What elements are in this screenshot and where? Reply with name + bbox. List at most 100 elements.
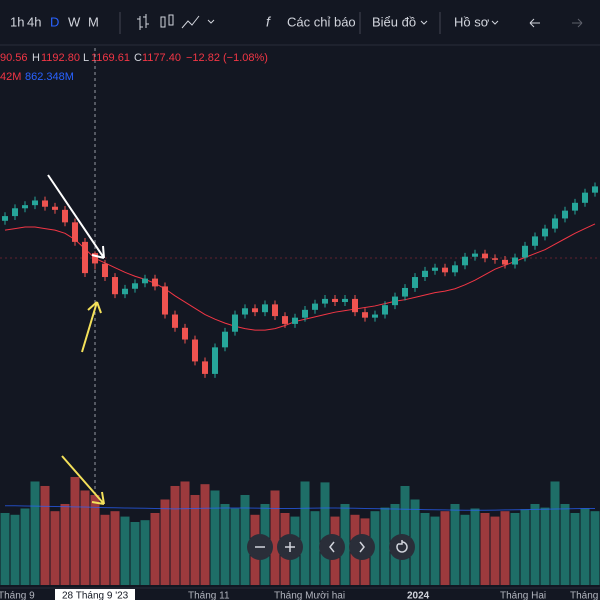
- time-label: Tháng 9: [0, 591, 35, 600]
- volume-bar: [240, 494, 250, 585]
- volume-bar: [530, 503, 540, 585]
- undo-icon[interactable]: [529, 18, 540, 28]
- candle-body: [212, 347, 218, 374]
- candle-body: [242, 308, 248, 315]
- interval-w[interactable]: W: [68, 14, 81, 29]
- dropdown-icon: [420, 20, 428, 25]
- candle-body: [182, 327, 188, 340]
- volume-bar: [510, 512, 520, 585]
- interval-4h[interactable]: 4h: [27, 14, 41, 29]
- volume-bar: [90, 494, 100, 585]
- candle-body: [462, 256, 468, 266]
- candle-body: [22, 205, 28, 209]
- volume-bar: [520, 509, 530, 585]
- scroll-right-button[interactable]: [349, 534, 375, 560]
- volume-ma-line: [5, 505, 595, 511]
- interval-d[interactable]: D: [50, 14, 59, 29]
- legend-open: 90.56: [0, 52, 28, 64]
- volume-bar: [100, 514, 110, 585]
- legend-low: 1169.61: [91, 52, 130, 64]
- profile-menu[interactable]: Hồ sơ: [454, 14, 490, 29]
- candle-body: [522, 245, 528, 258]
- candle-body: [582, 192, 588, 203]
- candle-body: [592, 186, 598, 193]
- volume-bar: [220, 503, 230, 585]
- white-arrow: [47, 174, 105, 259]
- fx-icon[interactable]: f: [266, 14, 272, 30]
- candle-body: [222, 331, 228, 348]
- candle-body: [112, 277, 118, 295]
- candle-body: [362, 312, 368, 318]
- candle-body: [202, 361, 208, 374]
- candle-body: [292, 317, 298, 324]
- candle-body: [262, 304, 268, 313]
- volume-bar: [490, 516, 500, 585]
- candle-body: [32, 200, 38, 206]
- candle-body: [92, 253, 98, 264]
- interval-1h[interactable]: 1h: [10, 14, 24, 29]
- volume-bar: [200, 484, 210, 585]
- candle-body: [572, 202, 578, 211]
- candle-body: [312, 303, 318, 310]
- volume-bar: [480, 512, 490, 585]
- candle-body: [152, 278, 158, 287]
- annotations: [47, 174, 105, 505]
- legend-volume-ma: 862.348M: [25, 71, 74, 83]
- candle-body: [162, 286, 168, 315]
- candle-body: [382, 305, 388, 315]
- candle-body: [502, 259, 508, 265]
- candle-body: [552, 218, 558, 229]
- volume-bar: [320, 482, 330, 585]
- candle-body: [402, 287, 408, 297]
- volume-bar: [380, 507, 390, 585]
- legend-change: −12.82 (−1.08%): [186, 52, 268, 64]
- volume-bar: [130, 521, 140, 585]
- candle-body: [332, 298, 338, 303]
- volume-bar: [190, 494, 200, 585]
- redo-icon[interactable]: [572, 18, 583, 28]
- chart-style-icons[interactable]: [137, 14, 215, 30]
- candle-body: [432, 267, 438, 271]
- candle-body: [12, 208, 18, 217]
- candle-body: [342, 298, 348, 303]
- candle-body: [442, 267, 448, 273]
- interval-m[interactable]: M: [88, 14, 99, 29]
- time-label: Tháng Mười hai: [274, 591, 345, 600]
- yellow-arrow: [81, 301, 102, 353]
- candle-body: [562, 210, 568, 219]
- candle-body: [122, 288, 128, 295]
- volume-bar: [40, 485, 50, 585]
- volume-bar: [460, 514, 470, 585]
- candle-body: [482, 253, 488, 259]
- candle-body: [542, 228, 548, 237]
- volume-bar: [540, 507, 550, 585]
- reset-button[interactable]: [389, 534, 415, 560]
- volume-bar: [370, 511, 380, 585]
- volume-bar: [230, 508, 240, 585]
- candle-body: [52, 206, 58, 210]
- volume-bar: [180, 481, 190, 585]
- volume-bar: [80, 490, 90, 585]
- ma-line: [4, 223, 596, 331]
- indicators-button[interactable]: Các chỉ báo: [287, 14, 356, 29]
- candle-body: [392, 296, 398, 306]
- legend-close-label: C: [134, 52, 142, 64]
- volume-bar: [450, 503, 460, 585]
- candle-body: [82, 241, 88, 274]
- volume-bar: [10, 514, 20, 585]
- time-label: Tháng Hai: [500, 591, 546, 600]
- candle-body: [492, 258, 498, 260]
- volume-bar: [60, 503, 70, 585]
- chart-menu[interactable]: Biểu đồ: [372, 14, 416, 29]
- candle-body: [72, 222, 78, 242]
- volume-bar: [70, 476, 80, 585]
- volume-bar: [30, 481, 40, 585]
- navigation: [247, 534, 415, 560]
- time-label: 2024: [407, 591, 430, 600]
- volume-bar: [110, 511, 120, 585]
- toolbar: 1h 4h D W M f Các chỉ báo Biểu đồ Hồ sơ: [0, 12, 600, 46]
- plot-area: [0, 182, 600, 585]
- scroll-left-button[interactable]: [319, 534, 345, 560]
- candle-body: [422, 270, 428, 278]
- volume-bar: [560, 503, 570, 585]
